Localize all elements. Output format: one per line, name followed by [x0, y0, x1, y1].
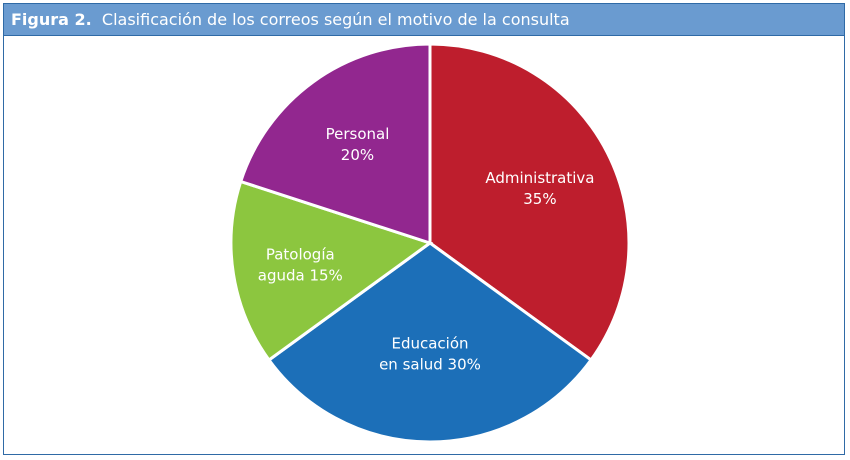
- pie-slice-personal: [238, 42, 432, 246]
- slice-label: Educación en salud 30%: [379, 334, 481, 373]
- figure-frame: Figura 2. Clasificación de los correos s…: [3, 3, 845, 455]
- slice-label: Personal 20%: [326, 125, 390, 164]
- pie-slice-administrativa: [428, 42, 631, 363]
- slice-label: Administrativa 35%: [485, 169, 594, 208]
- slice-label-line: Patología: [266, 246, 335, 264]
- pie-slice-educaci-n-en-salud: [266, 241, 594, 444]
- slice-label-line: Personal: [326, 125, 390, 143]
- figure-number: Figura 2.: [11, 10, 92, 29]
- slice-label-line: 20%: [341, 146, 374, 164]
- figure-title: Clasificación de los correos según el mo…: [101, 10, 570, 29]
- figure-header: Figura 2. Clasificación de los correos s…: [4, 4, 844, 36]
- slice-label-line: Administrativa: [485, 169, 594, 187]
- slice-label-line: 35%: [523, 190, 556, 208]
- slice-label-line: Educación: [391, 334, 468, 352]
- slice-label-line: en salud 30%: [379, 355, 481, 373]
- slice-label: Patología aguda 15%: [258, 246, 343, 285]
- pie-slice-patolog-a-aguda: [229, 179, 434, 363]
- slice-label-line: aguda 15%: [258, 267, 343, 285]
